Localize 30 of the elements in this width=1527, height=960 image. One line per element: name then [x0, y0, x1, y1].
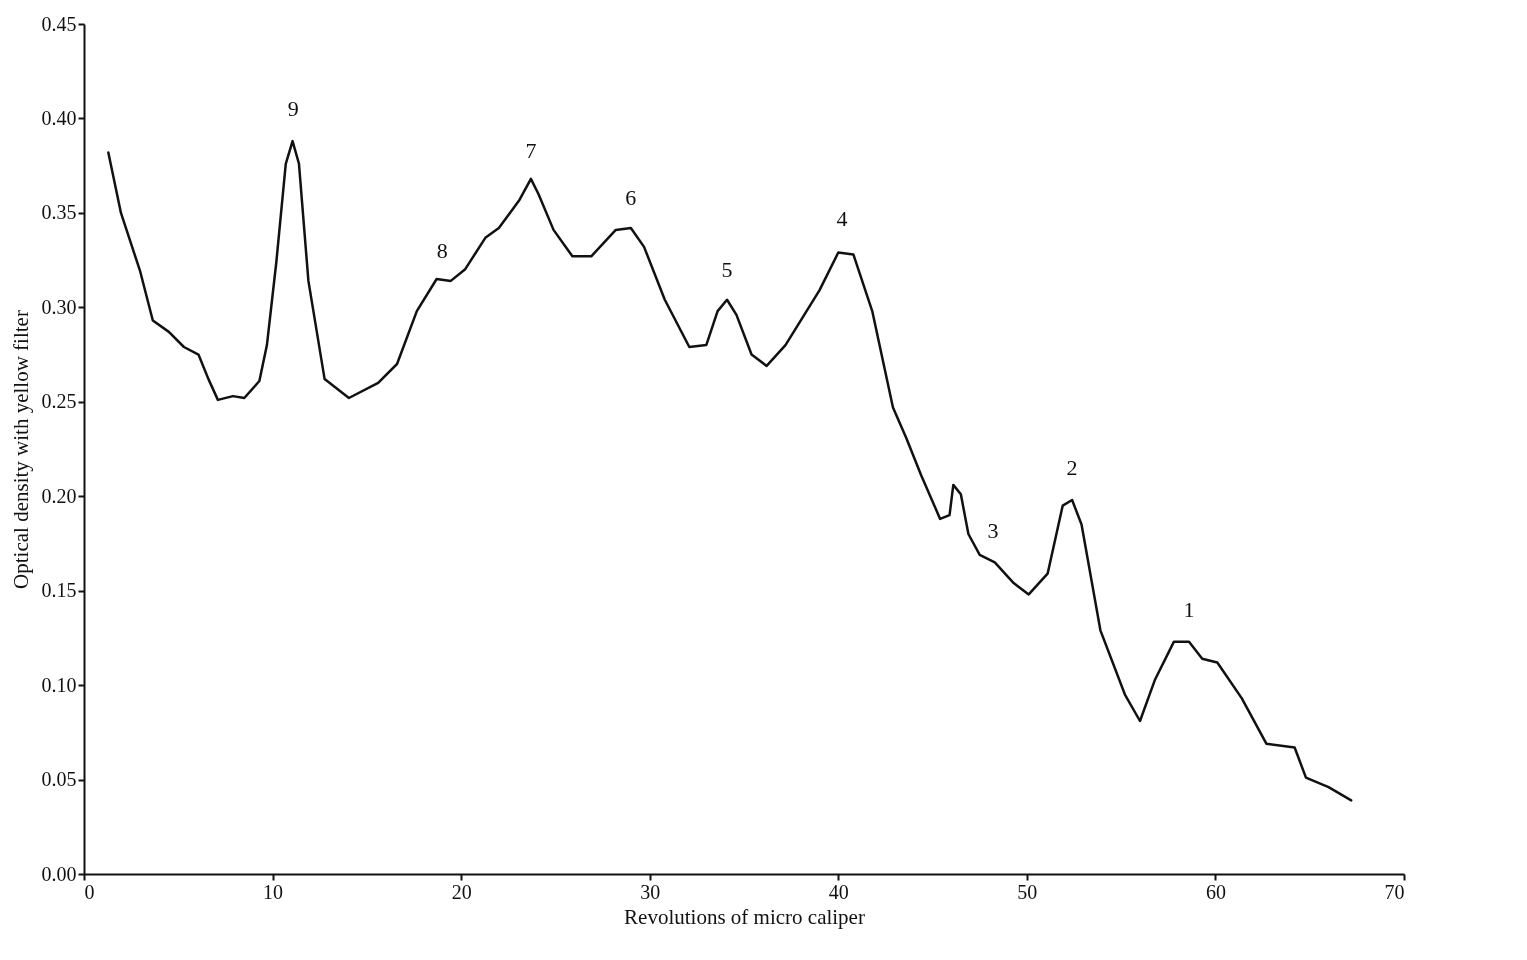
y-tick-label: 0.10: [41, 673, 77, 696]
y-tick-label: 0.35: [41, 201, 77, 224]
annotation: 6: [625, 185, 637, 211]
x-tick-label: 70: [1384, 880, 1405, 903]
y-tick-label: 0.20: [41, 484, 77, 507]
annotation: 2: [1066, 455, 1078, 481]
y-tick-label: 0.25: [41, 390, 77, 413]
annotation: 7: [525, 137, 537, 163]
y-tick-label: 0.30: [41, 295, 77, 318]
x-tick-label: 20: [451, 880, 472, 903]
x-tick-label: 30: [640, 880, 661, 903]
annotation: 8: [436, 238, 448, 263]
annotation: 5: [721, 256, 733, 282]
x-tick-label: 10: [263, 880, 284, 903]
y-tick-label: 0.15: [41, 579, 77, 602]
x-axis-title: Revolutions of micro caliper: [624, 904, 865, 929]
x-tick-label: 40: [828, 880, 849, 903]
y-axis-title: Optical density with yellow filter: [8, 310, 33, 589]
annotation: 1: [1183, 596, 1195, 622]
y-tick-label: 0.40: [41, 106, 77, 129]
y-tick-label: 0.45: [41, 12, 77, 35]
x-tick-label: 60: [1205, 880, 1226, 903]
annotation: 3: [987, 517, 999, 543]
y-tick-label: 0.00: [41, 862, 77, 885]
x-tick-label: 0: [84, 880, 95, 903]
x-tick-label: 50: [1017, 880, 1038, 903]
line-series: [107, 139, 1353, 802]
annotation: 9: [287, 96, 299, 122]
y-tick-label: 0.05: [41, 768, 77, 791]
annotation: 4: [836, 205, 848, 231]
